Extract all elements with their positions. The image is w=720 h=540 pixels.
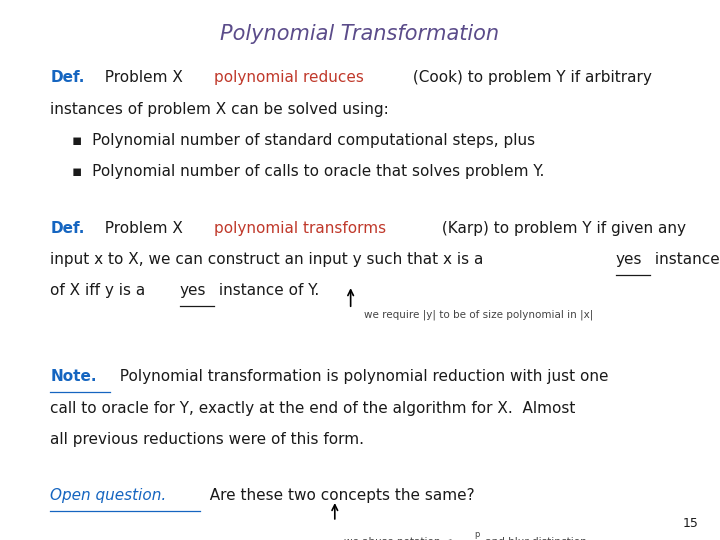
Text: all previous reductions were of this form.: all previous reductions were of this for…	[50, 432, 364, 447]
Text: yes: yes	[616, 252, 642, 267]
Text: Polynomial Transformation: Polynomial Transformation	[220, 24, 500, 44]
Text: ▪  Polynomial number of standard computational steps, plus: ▪ Polynomial number of standard computat…	[72, 133, 535, 148]
Text: p: p	[474, 530, 479, 539]
Text: 15: 15	[683, 517, 698, 530]
Text: call to oracle for Y, exactly at the end of the algorithm for X.  Almost: call to oracle for Y, exactly at the end…	[50, 401, 576, 416]
Text: Def.: Def.	[50, 220, 85, 235]
Text: Problem X: Problem X	[95, 220, 187, 235]
Text: polynomial transforms: polynomial transforms	[215, 220, 387, 235]
Text: (Karp) to problem Y if given any: (Karp) to problem Y if given any	[436, 220, 685, 235]
Text: (Cook) to problem Y if arbitrary: (Cook) to problem Y if arbitrary	[408, 70, 652, 85]
Text: instances of problem X can be solved using:: instances of problem X can be solved usi…	[50, 102, 389, 117]
Text: ▪  Polynomial number of calls to oracle that solves problem Y.: ▪ Polynomial number of calls to oracle t…	[72, 164, 544, 179]
Text: and blur distinction: and blur distinction	[482, 537, 586, 540]
Text: polynomial reduces: polynomial reduces	[215, 70, 364, 85]
Text: Are these two concepts the same?: Are these two concepts the same?	[200, 488, 475, 503]
Text: we require |y| to be of size polynomial in |x|: we require |y| to be of size polynomial …	[364, 310, 593, 320]
Text: of X iff y is a: of X iff y is a	[50, 283, 150, 298]
Text: yes: yes	[179, 283, 206, 298]
Text: Note.: Note.	[50, 369, 97, 384]
Text: we abuse notation ≤: we abuse notation ≤	[344, 537, 453, 540]
Text: Def.: Def.	[50, 70, 85, 85]
Text: Open question.: Open question.	[50, 488, 166, 503]
Text: instance: instance	[650, 252, 720, 267]
Text: input x to X, we can construct an input y such that x is a: input x to X, we can construct an input …	[50, 252, 489, 267]
Text: Polynomial transformation is polynomial reduction with just one: Polynomial transformation is polynomial …	[110, 369, 609, 384]
Text: Problem X: Problem X	[95, 70, 187, 85]
Text: instance of Y.: instance of Y.	[214, 283, 319, 298]
